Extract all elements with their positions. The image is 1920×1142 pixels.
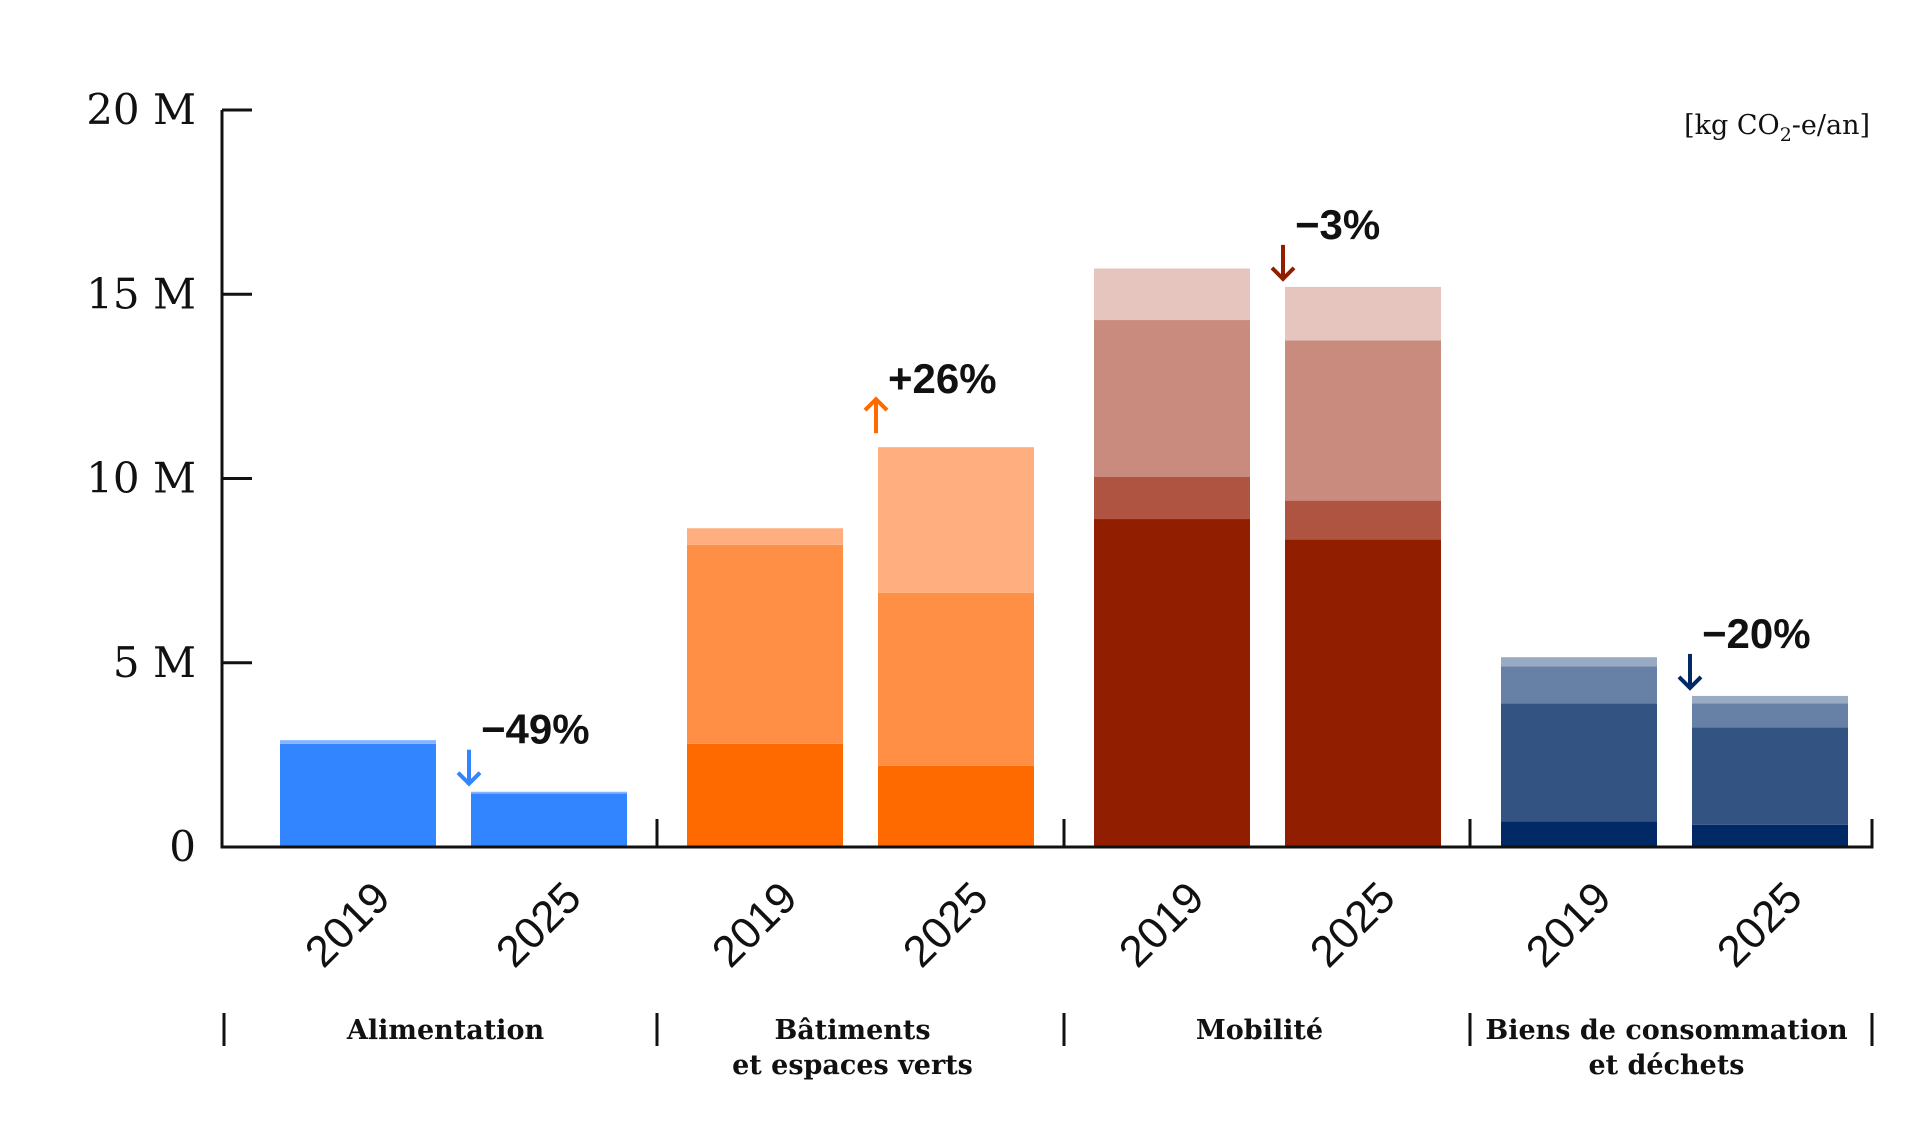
y-tick-label: 10 M <box>86 454 196 503</box>
y-tick-label: 20 M <box>86 85 196 134</box>
bar-segment-3-2025-0 <box>1692 824 1848 847</box>
bar-segment-2-2019-2 <box>1094 320 1250 477</box>
bar-segment-3-2019-2 <box>1501 666 1657 704</box>
year-label: 2019 <box>703 873 807 977</box>
labels-layer: 2019 2025 −49% Alimentation 2019 2025 +26% Bâti… <box>296 201 1848 1081</box>
year-label: 2025 <box>1708 873 1812 977</box>
bar-segment-0-2019-1 <box>280 740 436 744</box>
bar-segment-3-2025-1 <box>1692 727 1848 825</box>
bar-segment-1-2025-0 <box>878 765 1034 847</box>
bar-segment-2-2025-0 <box>1285 539 1441 847</box>
bar-segment-2-2025-2 <box>1285 340 1441 501</box>
bar-segment-3-2019-3 <box>1501 657 1657 667</box>
change-arrow-head-icon <box>456 771 482 787</box>
change-percent: −49% <box>481 706 590 753</box>
year-label: 2025 <box>1301 873 1405 977</box>
year-label: 2025 <box>894 873 998 977</box>
bar-segment-0-2025-0 <box>471 793 627 847</box>
bar-segment-0-2019-0 <box>280 743 436 847</box>
year-label: 2025 <box>487 873 591 977</box>
y-tick-label: 5 M <box>113 638 196 687</box>
y-tick-label: 15 M <box>86 269 196 318</box>
bar-segment-2-2019-3 <box>1094 268 1250 321</box>
category-label: et déchets <box>1588 1050 1744 1081</box>
bar-segment-1-2025-2 <box>878 447 1034 593</box>
change-arrow-head-icon <box>1270 266 1296 282</box>
bar-segment-2-2025-1 <box>1285 500 1441 540</box>
bar-segment-3-2019-1 <box>1501 703 1657 822</box>
unit-label: [kg CO2-e/an] <box>1684 110 1870 146</box>
category-label: Bâtiments <box>774 1015 930 1046</box>
bar-segment-3-2025-2 <box>1692 703 1848 728</box>
change-percent: −3% <box>1295 201 1380 248</box>
bars-layer <box>280 268 1848 847</box>
axes-layer: 0 5 M 10 M 15 M 20 M <box>86 85 1874 1046</box>
bar-segment-1-2019-2 <box>687 528 843 545</box>
year-label: 2019 <box>1110 873 1214 977</box>
bar-segment-3-2025-3 <box>1692 695 1848 704</box>
category-label: Mobilité <box>1196 1015 1323 1046</box>
bar-segment-2-2019-1 <box>1094 476 1250 520</box>
change-percent: −20% <box>1702 610 1811 657</box>
category-label: Alimentation <box>346 1015 545 1046</box>
bar-segment-1-2019-1 <box>687 544 843 744</box>
change-arrow-head-icon <box>1677 675 1703 691</box>
bar-segment-0-2025-1 <box>471 791 627 794</box>
category-label: Biens de consommation <box>1485 1015 1848 1046</box>
bar-segment-2-2019-0 <box>1094 519 1250 847</box>
bar-segment-1-2019-0 <box>687 743 843 847</box>
bar-segment-1-2025-1 <box>878 592 1034 766</box>
y-tick-label: 0 <box>169 822 196 871</box>
year-label: 2019 <box>296 873 400 977</box>
change-arrow-head-icon <box>863 396 889 412</box>
change-percent: +26% <box>888 355 997 402</box>
category-label: et espaces verts <box>732 1050 973 1081</box>
bar-segment-3-2019-0 <box>1501 821 1657 847</box>
year-label: 2019 <box>1517 873 1621 977</box>
bar-segment-2-2025-3 <box>1285 286 1441 341</box>
